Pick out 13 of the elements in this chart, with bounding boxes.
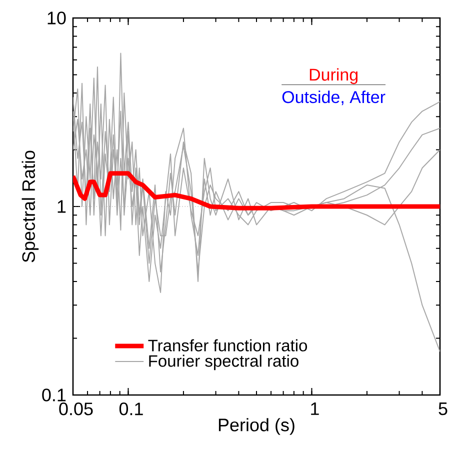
y-axis-title: Spectral Ratio [22, 150, 38, 262]
annotation: During [310, 68, 358, 84]
x-axis-title: Period (s) [218, 418, 294, 435]
y-tick-label: 10 [48, 12, 66, 24]
y-tick-label: 0.1 [42, 388, 66, 402]
legend-label: Fourier spectral ratio [149, 354, 298, 370]
annotation: Outside, After [282, 90, 386, 106]
x-tick-label: 5 [438, 402, 448, 416]
x-tick-label: 0.1 [119, 402, 143, 416]
y-tick-label: 1 [58, 200, 66, 213]
x-tick-label: 0.05 [59, 402, 93, 416]
x-tick-label: 1 [310, 402, 319, 415]
legend-label: Transfer function ratio [148, 339, 307, 352]
